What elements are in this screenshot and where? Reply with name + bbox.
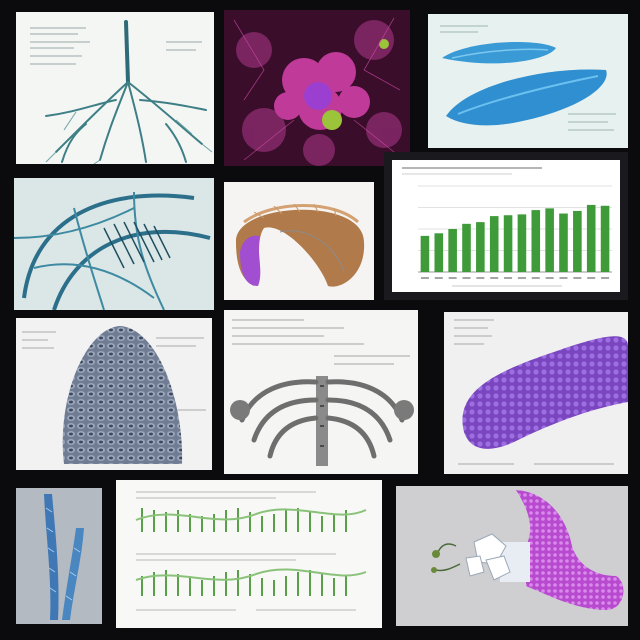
blue-leaf-organ-icon	[440, 25, 616, 131]
horseshoe-organ-icon	[235, 203, 365, 287]
tile-tube-crystal	[396, 486, 628, 626]
chart-header-lines	[402, 167, 542, 175]
tile-tubule-pair	[16, 488, 102, 624]
chart-bar	[448, 229, 457, 272]
chart-bar	[434, 233, 444, 272]
tile-waveform-diagram	[116, 480, 382, 628]
chart-bar	[476, 222, 485, 272]
purple-tube-with-crystal-icon	[431, 490, 624, 610]
magenta-cell-cluster-icon	[224, 10, 410, 166]
tile-ribcage	[224, 310, 418, 474]
tile-worm-organ	[444, 312, 628, 474]
chart-bars	[420, 204, 610, 287]
branching-root-vessel-icon	[30, 20, 213, 164]
tile-vascular-mesh	[14, 178, 214, 310]
chart-bar	[462, 223, 471, 272]
chart-bar	[517, 214, 527, 272]
chart-bar	[545, 208, 554, 272]
ribcage-skeleton-icon	[230, 319, 414, 466]
chart-grid	[418, 185, 612, 273]
chart-bar	[586, 204, 596, 272]
tile-leaf-organ	[428, 14, 628, 148]
tile-bar-chart	[384, 152, 628, 300]
chart-bar	[503, 215, 513, 272]
tile-branching-root	[16, 12, 214, 164]
blue-vascular-mesh-icon	[14, 191, 211, 310]
tile-scaly-cone	[16, 318, 212, 470]
chart-bar	[420, 235, 430, 272]
chart-bar	[559, 213, 568, 272]
tile-cell-cluster	[224, 10, 410, 166]
chart-bar	[600, 205, 610, 272]
chart-bar	[489, 216, 499, 272]
bar-chart	[402, 167, 612, 287]
chart-bar	[531, 210, 541, 272]
green-waveform-diagram-icon	[135, 491, 367, 611]
scaly-cone-structure-icon	[22, 326, 206, 464]
blue-tubule-pair-icon	[44, 494, 84, 620]
chart-bar	[573, 210, 582, 272]
purple-worm-organ-icon	[454, 319, 628, 465]
tile-horseshoe-organ	[224, 182, 374, 300]
